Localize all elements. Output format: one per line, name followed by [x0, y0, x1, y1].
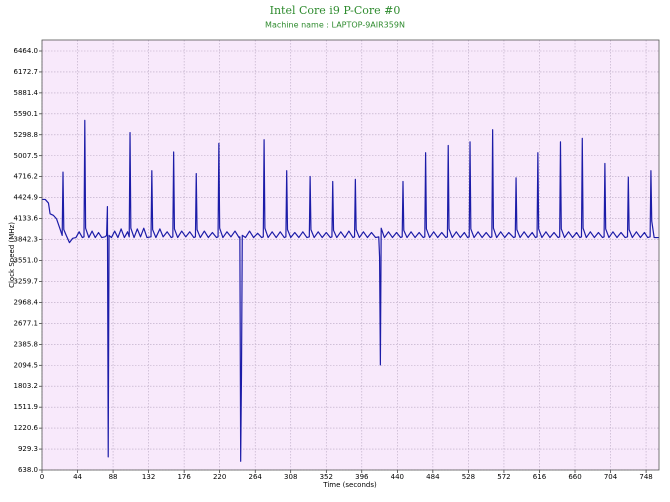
y-tick-label: 2094.5	[14, 361, 39, 369]
y-tick-label: 5298.8	[14, 131, 39, 139]
x-tick-label: 660	[568, 473, 581, 481]
plot-frame	[41, 39, 660, 471]
x-tick-label: 44	[73, 473, 82, 481]
y-tick-label: 2385.8	[14, 340, 39, 348]
y-tick-label: 4133.6	[14, 215, 39, 223]
y-axis-label: Clock Speed (MHz)	[8, 222, 16, 288]
x-axis-label: Time (seconds)	[322, 481, 377, 489]
y-tick-label: 5881.4	[14, 89, 39, 97]
y-tick-label: 5590.1	[14, 110, 39, 118]
x-tick-label: 176	[177, 473, 191, 481]
x-tick-label: 0	[40, 473, 44, 481]
x-tick-label: 484	[426, 473, 440, 481]
y-tick-label: 4424.9	[14, 194, 39, 202]
y-tick-label: 2968.4	[14, 298, 39, 306]
y-tick-label: 1803.2	[14, 382, 39, 390]
x-tick-label: 88	[109, 473, 118, 481]
x-tick-label: 396	[355, 473, 369, 481]
x-tick-label: 440	[391, 473, 404, 481]
y-tick-label: 3842.3	[14, 236, 39, 244]
x-tick-label: 572	[497, 473, 510, 481]
chart-subtitle: Machine name : LAPTOP-9AIR359N	[265, 21, 405, 30]
x-tick-label: 308	[284, 473, 297, 481]
x-tick-label: 616	[533, 473, 547, 481]
x-tick-label: 748	[639, 473, 652, 481]
x-tick-label: 132	[142, 473, 155, 481]
x-tick-label: 704	[604, 473, 618, 481]
y-tick-label: 4716.2	[14, 173, 39, 181]
plot-area	[42, 40, 659, 470]
y-tick-label: 3551.0	[14, 257, 39, 265]
chart-title: Intel Core i9 P-Core #0	[270, 4, 401, 17]
y-tick-label: 2677.1	[14, 319, 39, 327]
y-tick-label: 1511.9	[14, 403, 39, 411]
x-tick-label: 264	[249, 473, 263, 481]
y-tick-label: 638.0	[18, 466, 38, 474]
y-tick-label: 6464.0	[14, 47, 39, 55]
x-tick-label: 220	[213, 473, 226, 481]
y-tick-label: 6172.7	[14, 68, 39, 76]
y-tick-label: 1220.6	[14, 424, 39, 432]
x-tick-label: 352	[320, 473, 333, 481]
y-tick-label: 5007.5	[14, 152, 39, 160]
y-tick-label: 3259.7	[14, 277, 39, 285]
x-tick-label: 528	[462, 473, 475, 481]
series-line	[42, 119, 659, 462]
y-tick-label: 929.3	[18, 445, 38, 453]
